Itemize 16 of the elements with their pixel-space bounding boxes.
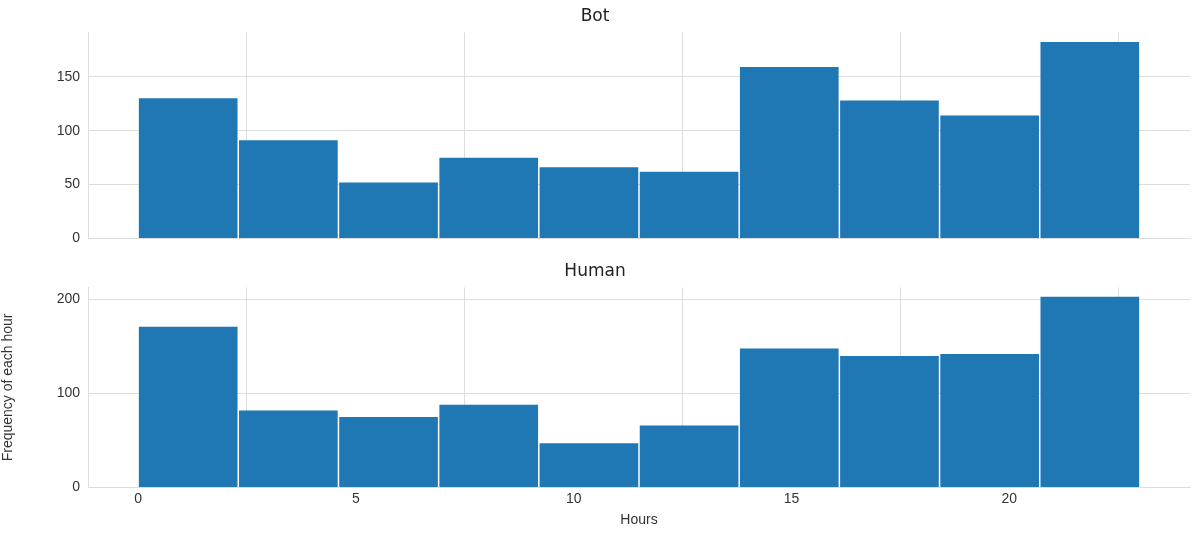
y-tick-label: 50 — [64, 175, 81, 192]
y-tick-label: 200 — [56, 290, 81, 307]
chart-title: Human — [564, 259, 626, 280]
x-tick-label: 5 — [351, 489, 360, 506]
y-tick-label: 0 — [72, 229, 81, 246]
chart-title: Bot — [580, 4, 610, 25]
x-tick-label: 20 — [1001, 489, 1018, 506]
x-tick-label: 0 — [134, 489, 143, 506]
y-axis-title: Frequency of each hour — [0, 313, 16, 462]
x-axis-title: Hours — [620, 511, 658, 528]
x-tick-label: 10 — [565, 489, 582, 506]
y-tick-label: 100 — [56, 121, 81, 138]
x-tick-label: 15 — [783, 489, 800, 506]
y-tick-label: 100 — [56, 384, 81, 401]
y-tick-label: 0 — [72, 478, 81, 495]
y-tick-label: 150 — [56, 67, 81, 84]
